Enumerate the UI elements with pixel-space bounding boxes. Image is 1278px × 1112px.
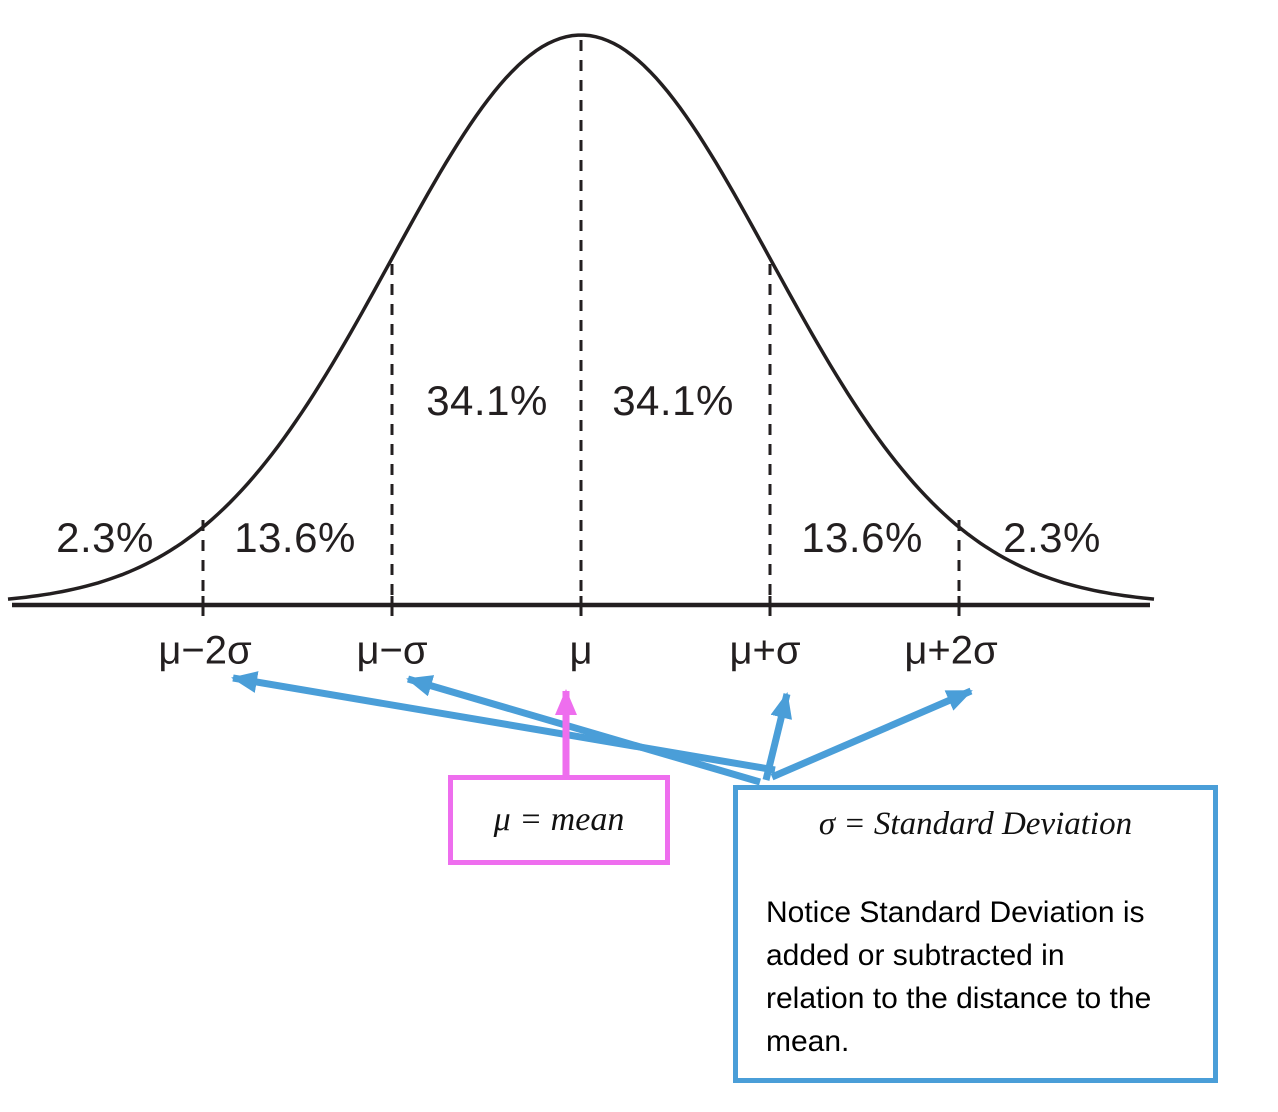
sd-definition-box: σ = Standard Deviation Notice Standard D… — [733, 785, 1218, 1083]
tick-label-mu-minus-sigma: μ−σ — [356, 628, 428, 673]
arrow-to-mu-minus-sigma — [406, 675, 761, 786]
sd-note-line-3: relation to the distance to the — [766, 982, 1152, 1015]
band-percent-far-left: 2.3% — [56, 514, 154, 561]
band-percent-far-right: 2.3% — [1003, 514, 1101, 561]
tick-label-mu-plus-2sigma: μ+2σ — [904, 628, 998, 673]
sd-note-line-2: added or subtracted in — [766, 939, 1065, 972]
arrow-to-mu-plus-2sigma — [770, 687, 973, 781]
tick-label-mu-minus-2sigma: μ−2σ — [158, 628, 252, 673]
mean-definition-text: μ = mean — [493, 801, 625, 838]
sd-note-line-1: Notice Standard Deviation is — [766, 896, 1145, 929]
sd-note-text: Notice Standard Deviation is added or su… — [766, 891, 1185, 1063]
band-percent-left: 13.6% — [234, 514, 356, 561]
tick-label-mu: μ — [569, 628, 593, 673]
band-percent-center-right: 34.1% — [612, 377, 734, 424]
arrow-to-mu-plus-sigma — [762, 692, 792, 781]
sd-note-line-4: mean. — [766, 1025, 850, 1058]
bell-curve — [7, 33, 1155, 601]
band-percent-right: 13.6% — [801, 514, 923, 561]
sd-definition-title: σ = Standard Deviation — [818, 806, 1133, 842]
mean-definition-box: μ = mean — [448, 775, 670, 865]
arrow-to-mu-minus-2sigma — [231, 671, 776, 774]
tick-label-mu-plus-sigma: μ+σ — [729, 628, 801, 673]
band-percent-center-left: 34.1% — [426, 377, 548, 424]
